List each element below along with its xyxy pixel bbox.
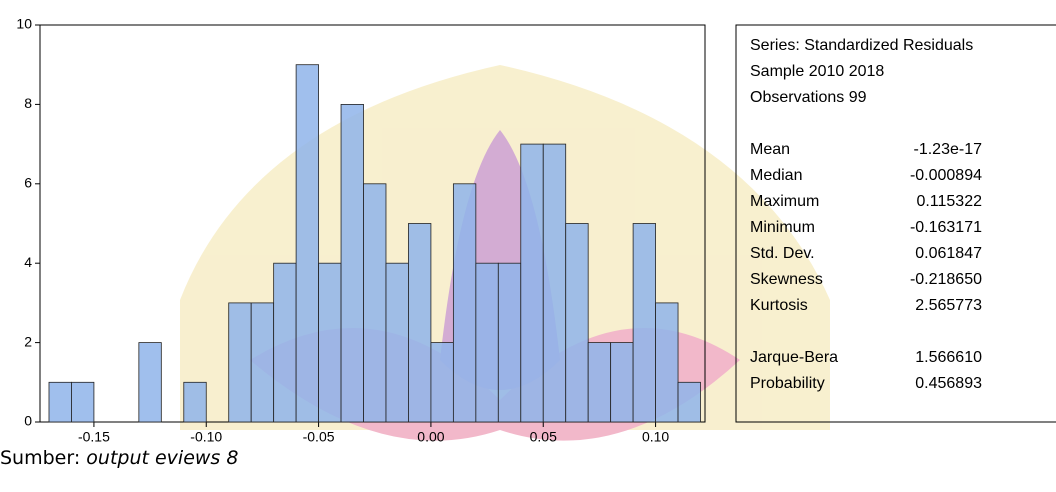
bar [229,303,251,422]
bar [251,303,273,422]
x-tick-label: 0.10 [642,429,669,445]
bar [476,263,498,422]
stat-label: Maximum [750,193,819,210]
stat-label: Probability [750,375,825,392]
bar [71,382,93,422]
stat-value: -0.163171 [910,219,982,236]
stat-value: 1.566610 [915,349,982,366]
bar [49,382,71,422]
stats-header: Series: Standardized Residuals [750,37,973,54]
stat-value: -0.000894 [910,167,982,184]
bar [408,224,430,423]
stat-label: Minimum [750,219,815,236]
caption-source: output eviews 8 [86,447,238,469]
bar [184,382,206,422]
bar [588,343,610,422]
bar [656,303,678,422]
bar [139,343,161,422]
x-tick-label: -0.15 [78,429,110,445]
bar [633,224,655,423]
y-tick-label: 4 [24,254,32,270]
stat-value: 0.115322 [916,193,982,210]
stat-value: 0.061847 [915,245,982,262]
bar [453,184,475,422]
x-tick-label: 0.00 [417,429,444,445]
stat-label: Jarque-Bera [750,349,838,366]
bar [678,382,700,422]
y-tick-label: 6 [24,175,32,191]
y-tick-label: 10 [16,16,32,32]
stat-value: -0.218650 [910,271,982,288]
stat-value: -1.23e-17 [914,141,983,158]
caption: Sumber: output eviews 8 [0,447,238,469]
bar [364,184,386,422]
bar [386,263,408,422]
bar [431,343,453,422]
stat-label: Mean [750,141,790,158]
bar [296,65,318,422]
caption-prefix: Sumber: [0,447,86,469]
chart: Series: Standardized Residuals Sample 201… [0,0,1056,487]
bar [319,263,341,422]
y-tick-label: 8 [24,95,32,111]
x-tick-label: -0.05 [303,429,335,445]
stat-label: Kurtosis [750,297,808,314]
bar [274,263,296,422]
stat-label: Median [750,167,802,184]
bar [498,263,520,422]
x-tick-label: -0.10 [190,429,222,445]
bar [611,343,633,422]
y-tick-label: 2 [24,333,32,349]
bar [566,224,588,423]
stat-label: Std. Dev. [750,245,815,262]
stat-label: Skewness [750,271,823,288]
stats-header: Sample 2010 2018 [750,63,884,80]
y-tick-label: 0 [24,413,32,429]
bar [521,144,543,422]
stat-value: 0.456893 [915,375,982,392]
x-tick-label: 0.05 [530,429,557,445]
stats-header: Observations 99 [750,89,867,106]
bar [543,144,565,422]
bar [341,104,363,422]
stat-value: 2.565773 [915,297,982,314]
